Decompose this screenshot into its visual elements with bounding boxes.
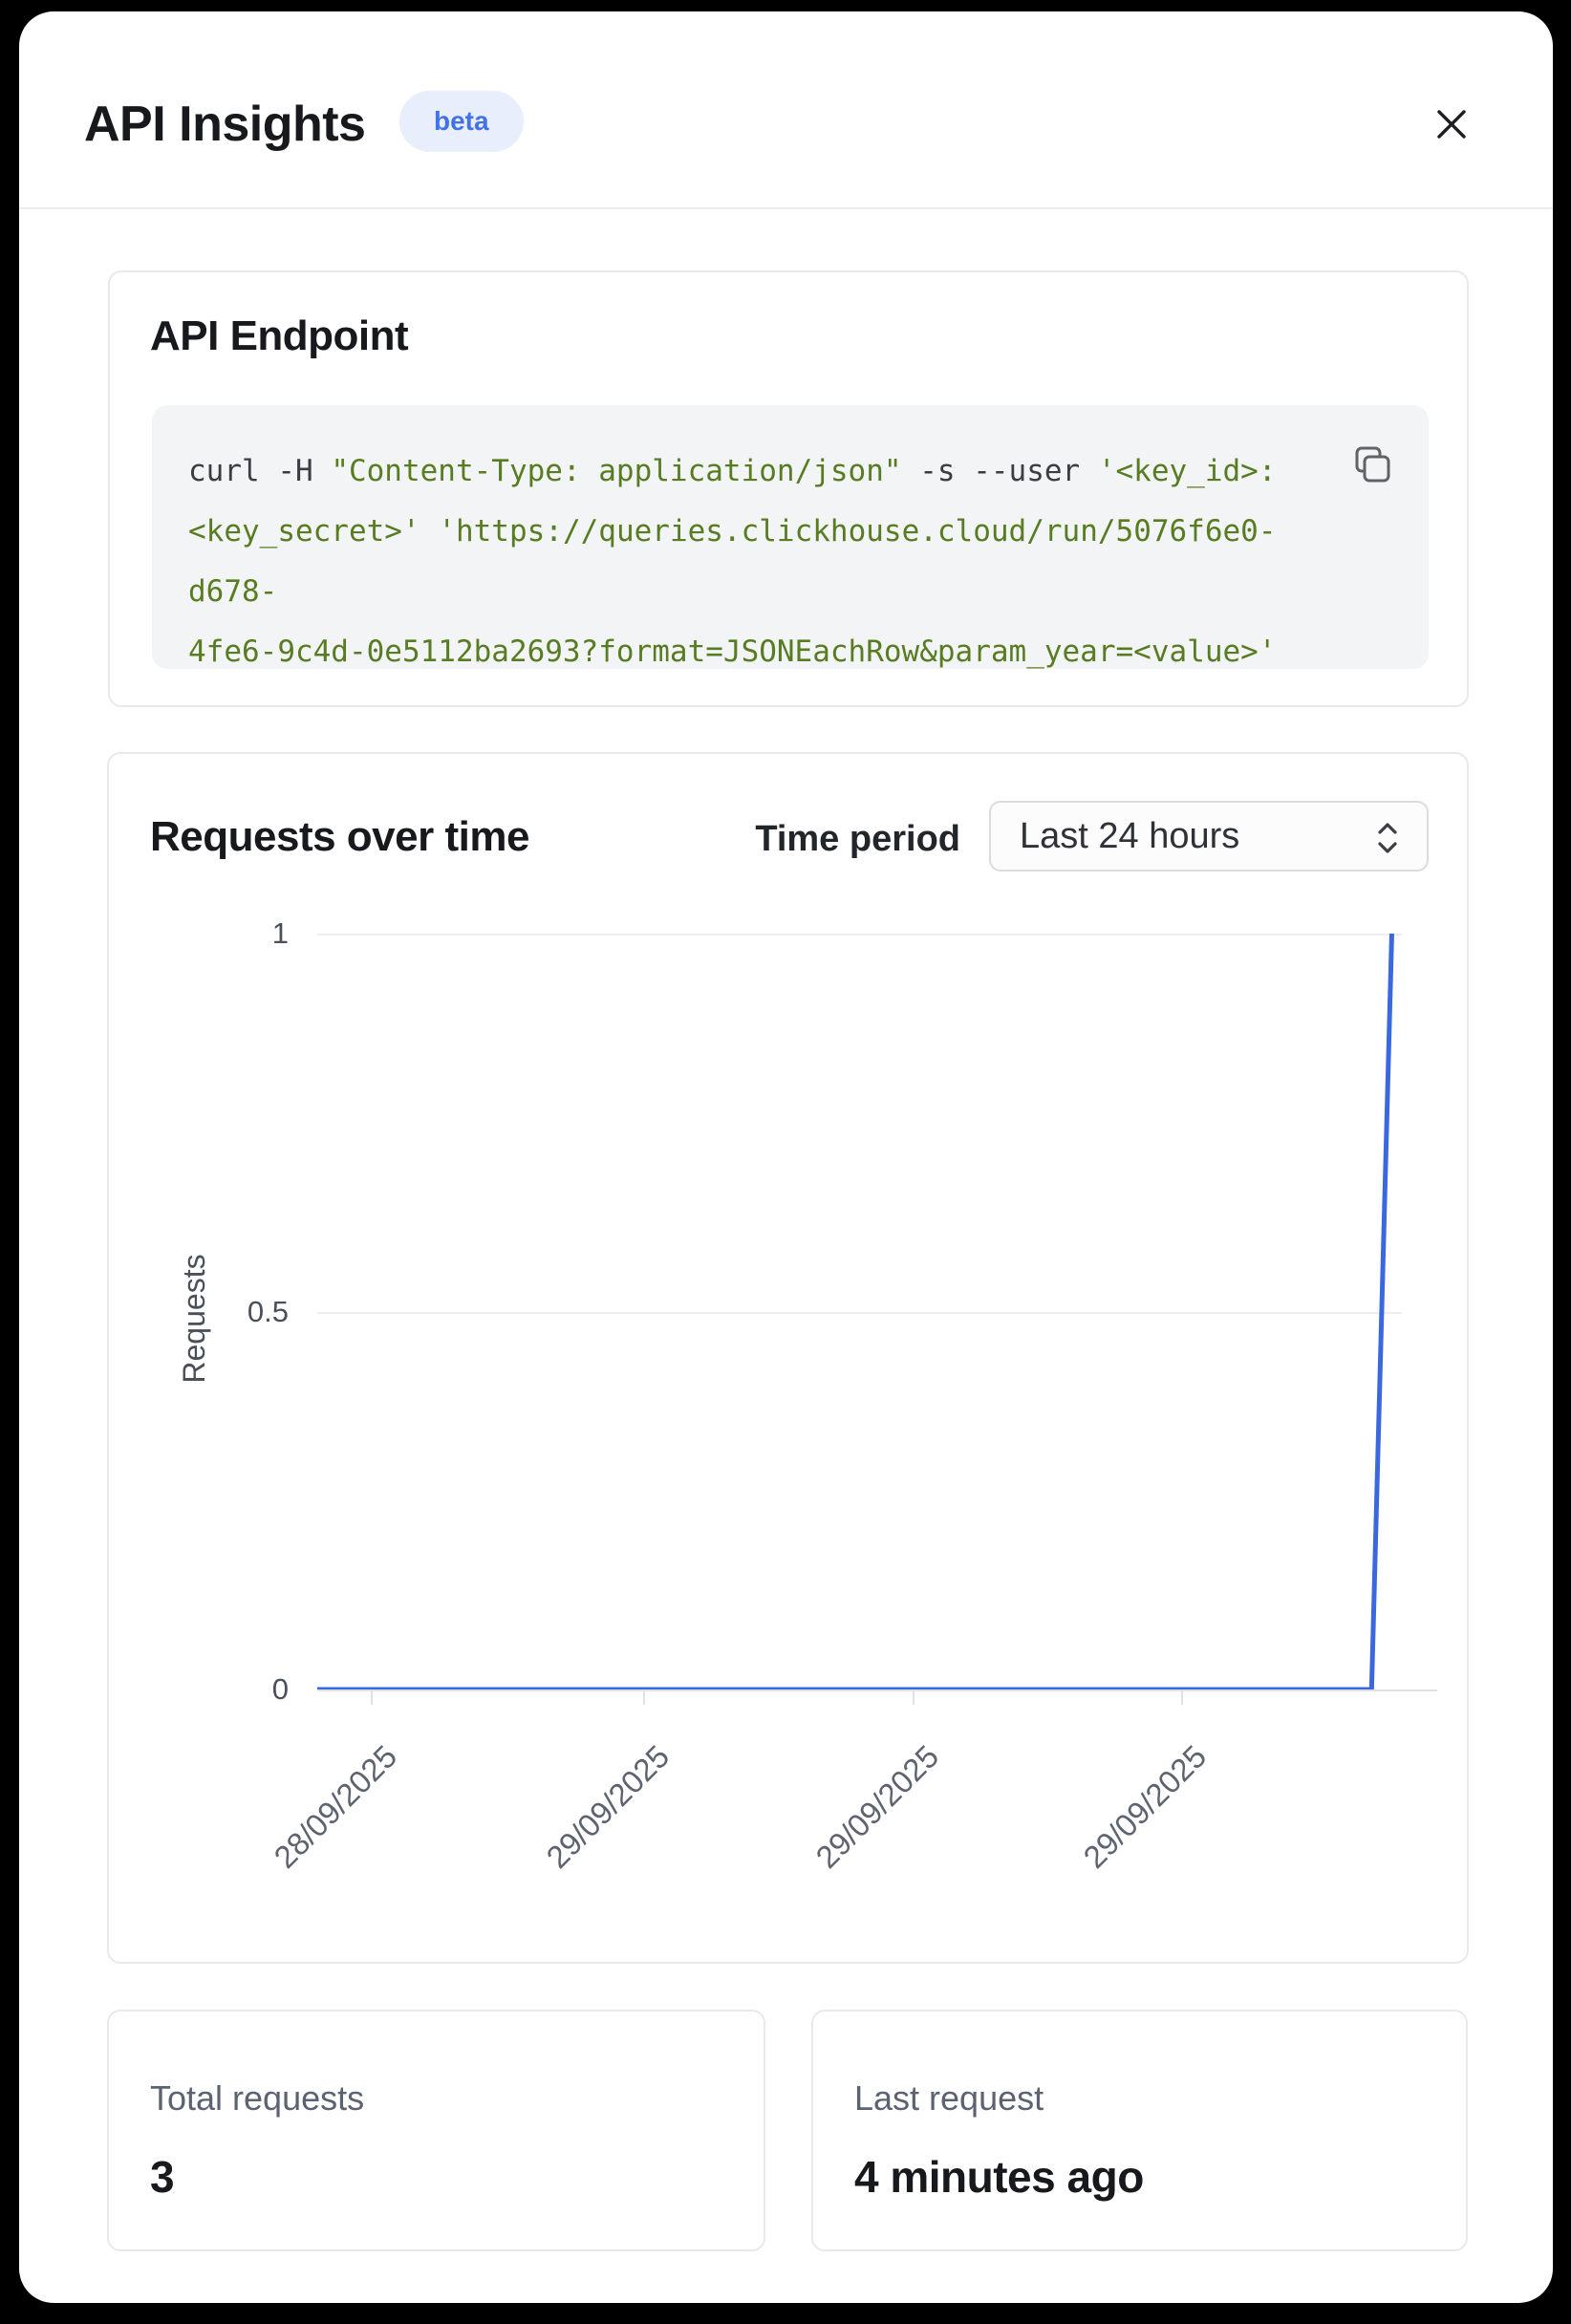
- total-requests-label: Total requests: [150, 2078, 365, 2118]
- time-period-label: Time period: [755, 819, 960, 859]
- y-tick-label-0: 0: [271, 1672, 289, 1706]
- last-request-value: 4 minutes ago: [854, 2152, 1144, 2202]
- copy-icon: [1348, 443, 1394, 489]
- api-endpoint-card: API Endpoint curl -H "Content-Type: appl…: [108, 270, 1469, 707]
- total-requests-card: Total requests 3: [107, 2010, 765, 2251]
- requests-over-time-card: Requests over time Time period Last 24 h…: [107, 752, 1469, 1964]
- x-tick-mark: [912, 1691, 915, 1705]
- x-tick-label: 29/09/2025: [538, 1738, 676, 1875]
- x-tick-label: 29/09/2025: [807, 1738, 945, 1875]
- y-axis-title: Requests: [177, 1254, 211, 1384]
- page-title: API Insights: [84, 97, 366, 152]
- time-period-select[interactable]: Last 24 hours: [989, 801, 1429, 872]
- api-endpoint-title: API Endpoint: [150, 312, 409, 359]
- time-period-value: Last 24 hours: [1020, 816, 1240, 856]
- y-tick-label-1: 1: [271, 916, 289, 950]
- gridline-y05: [317, 1312, 1402, 1314]
- total-requests-value: 3: [150, 2152, 175, 2202]
- chevron-up-down-icon: [1371, 819, 1404, 857]
- last-request-card: Last request 4 minutes ago: [811, 2010, 1468, 2251]
- x-tick-mark: [371, 1691, 374, 1705]
- close-button[interactable]: [1425, 97, 1478, 151]
- y-tick-label-05: 0.5: [247, 1295, 289, 1328]
- curl-code-block: curl -H "Content-Type: application/json"…: [152, 405, 1429, 669]
- x-tick-mark: [1180, 1691, 1183, 1705]
- api-insights-modal: API Insights beta API Endpoint curl -H "…: [19, 11, 1553, 2303]
- x-tick-label: 28/09/2025: [267, 1738, 404, 1875]
- x-tick-label: 29/09/2025: [1076, 1738, 1214, 1875]
- curl-command: curl -H "Content-Type: application/json"…: [188, 454, 1277, 669]
- requests-line-chart: [317, 934, 1440, 1689]
- requests-line-series: [317, 934, 1391, 1689]
- x-tick-mark: [642, 1691, 645, 1705]
- gridline-y1: [317, 934, 1402, 936]
- beta-badge: beta: [399, 91, 524, 152]
- last-request-label: Last request: [854, 2078, 1044, 2118]
- close-icon: [1434, 107, 1469, 141]
- copy-button[interactable]: [1348, 443, 1394, 489]
- header-divider: [19, 207, 1553, 209]
- requests-over-time-title: Requests over time: [150, 813, 529, 860]
- x-axis-line: [317, 1689, 1437, 1691]
